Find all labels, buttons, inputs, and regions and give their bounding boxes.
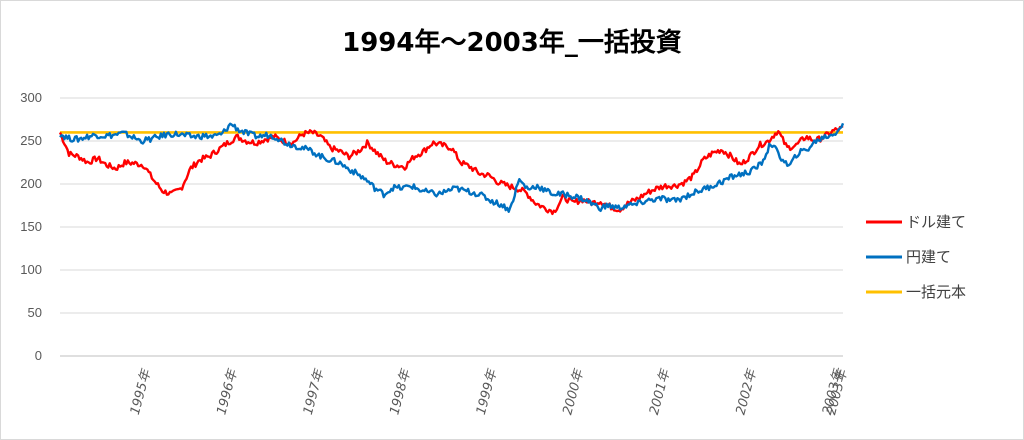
x-tick: 1998年 (387, 366, 414, 416)
chart-title: 1994年～2003年_一括投資 (342, 28, 682, 58)
y-tick-label: 250 (20, 133, 42, 148)
y-tick-label: 300 (20, 90, 42, 105)
y-tick-label: 100 (20, 262, 42, 277)
legend-label: 一括元本 (906, 283, 966, 301)
x-tick-label: 1999年 (474, 366, 501, 416)
series-line-1 (59, 122, 845, 213)
legend-label: ドル建て (906, 213, 966, 231)
x-tick: 2002年 (733, 366, 760, 416)
x-tick-label: 2001年 (647, 366, 674, 416)
y-tick-label: 200 (20, 176, 42, 191)
y-tick-label: 0 (35, 348, 42, 363)
y-tick-label: 50 (28, 305, 42, 320)
x-tick-label: 1997年 (301, 366, 328, 416)
y-axis-ticks: 0 50 100 150 200 250 300 (20, 90, 42, 363)
x-tick: 1996年 (214, 366, 241, 416)
x-tick-label: 1998年 (387, 366, 414, 416)
x-tick: 2000年 (560, 366, 587, 416)
x-tick: 2001年 (647, 366, 674, 416)
x-tick-label: 1996年 (214, 366, 241, 416)
legend-label: 円建て (906, 248, 951, 266)
gridlines (60, 97, 843, 357)
series-line-0 (58, 125, 844, 216)
x-tick: 1997年 (301, 366, 328, 416)
x-tick-label: 1995年 (128, 366, 155, 416)
x-tick: 1999年 (474, 366, 501, 416)
x-tick-label: 2002年 (733, 366, 760, 416)
y-tick-label: 150 (20, 219, 42, 234)
x-tick: 1995年 (128, 366, 155, 416)
series-lines (58, 122, 845, 216)
x-tick-label: 2000年 (560, 366, 587, 416)
x-axis-ticks: 1995年 1996年 1997年 1998年 1999年 2000年 2001年 2002年… (128, 366, 851, 416)
